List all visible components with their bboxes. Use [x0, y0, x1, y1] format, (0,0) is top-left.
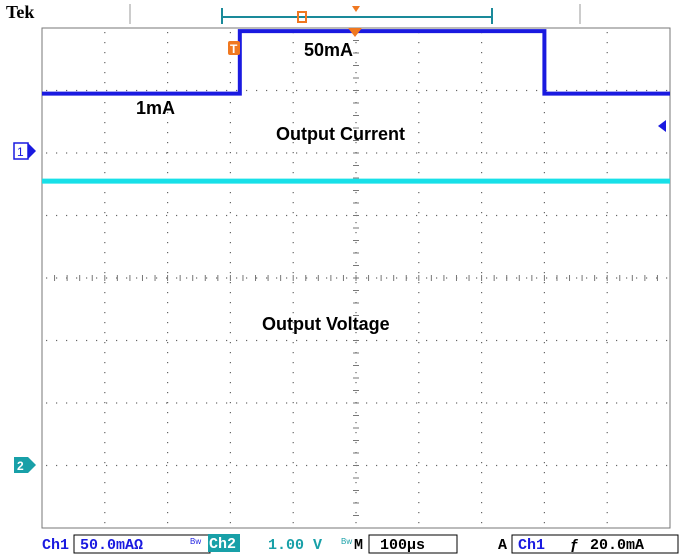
ch1-ground-marker: 1	[13, 142, 36, 160]
status-bar: Ch1 50.0mAΩ Bw Ch2 1.00 V Bw M 100µs A C…	[42, 534, 679, 554]
svg-text:2: 2	[17, 459, 24, 473]
trigger-level-arrow	[348, 28, 362, 37]
timebase-prefix: M	[354, 537, 363, 554]
graticule-grid	[41, 27, 671, 529]
trigger-level: 20.0mA	[590, 537, 644, 554]
ch1-bandwidth: Bw	[190, 537, 201, 546]
trigger-mode: A	[498, 537, 507, 554]
ch2-scale: 1.00 V	[268, 537, 322, 554]
ch2-bandwidth: Bw	[341, 537, 352, 546]
ch2-ground-marker: 2	[14, 457, 36, 473]
annotation-50ma: 50mA	[304, 40, 353, 60]
timebase-value: 100µs	[380, 537, 425, 554]
waveforms	[42, 29, 670, 184]
svg-text:1: 1	[17, 145, 24, 159]
ch2-label: Ch2	[209, 536, 236, 553]
ch1-label: Ch1	[42, 537, 69, 554]
trace-ch1	[42, 29, 670, 96]
ch1-scale: 50.0mAΩ	[80, 537, 143, 554]
trigger-slope: ƒ	[570, 537, 579, 554]
annotation-output-voltage: Output Voltage	[262, 314, 390, 334]
annotation-output-current: Output Current	[276, 124, 405, 144]
brand-label: Tek	[6, 2, 34, 22]
annotation-1ma: 1mA	[136, 98, 175, 118]
trigger-level-right-arrow	[658, 120, 666, 132]
trigger-position-marker: T	[228, 41, 240, 56]
trigger-source: Ch1	[518, 537, 545, 554]
svg-text:T: T	[230, 42, 238, 56]
record-window-indicator	[221, 6, 493, 24]
